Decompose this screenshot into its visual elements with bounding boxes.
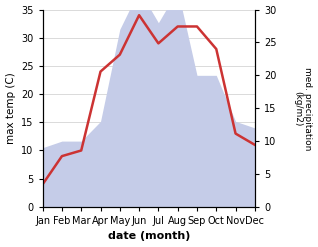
Y-axis label: med. precipitation
(kg/m2): med. precipitation (kg/m2) <box>293 66 313 150</box>
X-axis label: date (month): date (month) <box>107 231 190 242</box>
Y-axis label: max temp (C): max temp (C) <box>5 72 16 144</box>
